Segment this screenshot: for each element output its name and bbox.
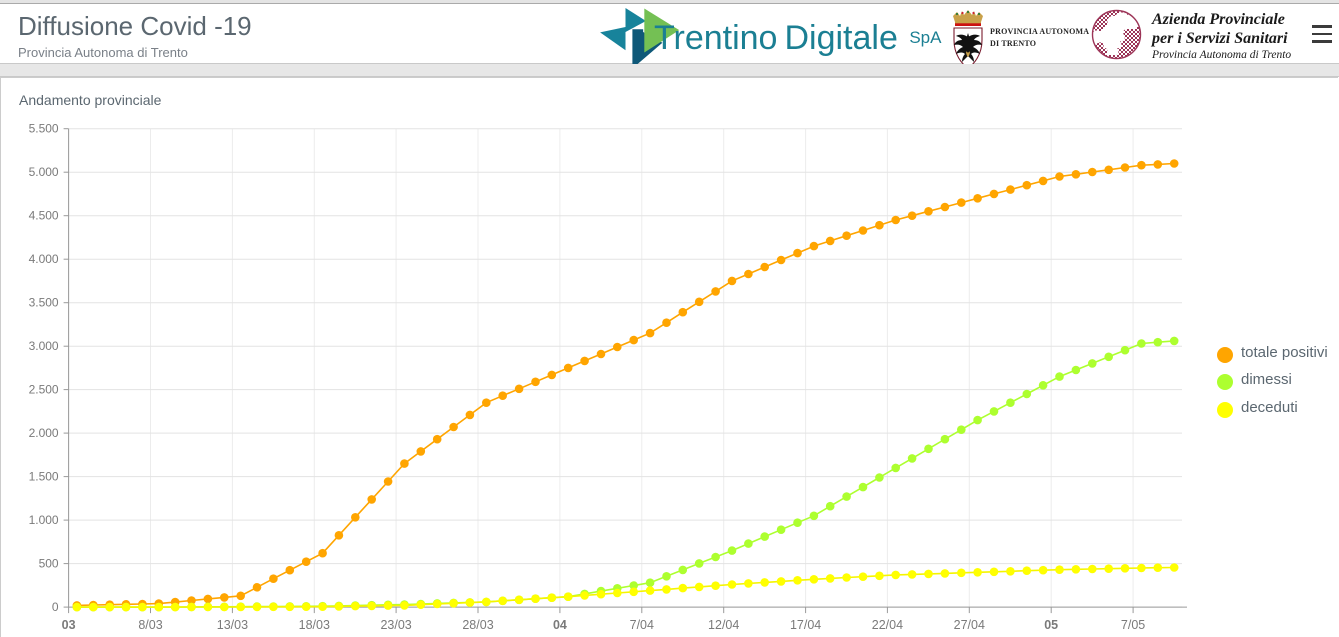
svg-text:2.000: 2.000 [29,426,59,440]
svg-text:3.500: 3.500 [29,296,59,310]
svg-text:03: 03 [62,618,76,632]
svg-text:2.500: 2.500 [29,383,59,397]
svg-text:7/04: 7/04 [630,618,654,632]
svg-text:13/03: 13/03 [217,618,248,632]
svg-text:22/04: 22/04 [872,618,903,632]
svg-text:05: 05 [1044,618,1058,632]
svg-text:4.000: 4.000 [29,252,59,266]
svg-text:1.500: 1.500 [29,470,59,484]
svg-text:12/04: 12/04 [708,618,739,632]
svg-text:04: 04 [553,618,567,632]
svg-text:500: 500 [39,557,59,571]
svg-text:23/03: 23/03 [380,618,411,632]
svg-text:28/03: 28/03 [462,618,493,632]
svg-text:7/05: 7/05 [1121,618,1145,632]
svg-text:8/03: 8/03 [138,618,162,632]
svg-text:18/03: 18/03 [299,618,330,632]
svg-text:3.000: 3.000 [29,339,59,353]
svg-text:5.500: 5.500 [29,122,59,136]
svg-text:5.000: 5.000 [29,165,59,179]
svg-text:0: 0 [52,600,59,614]
svg-text:17/04: 17/04 [790,618,821,632]
svg-text:4.500: 4.500 [29,209,59,223]
svg-text:1.000: 1.000 [29,513,59,527]
svg-text:27/04: 27/04 [954,618,985,632]
